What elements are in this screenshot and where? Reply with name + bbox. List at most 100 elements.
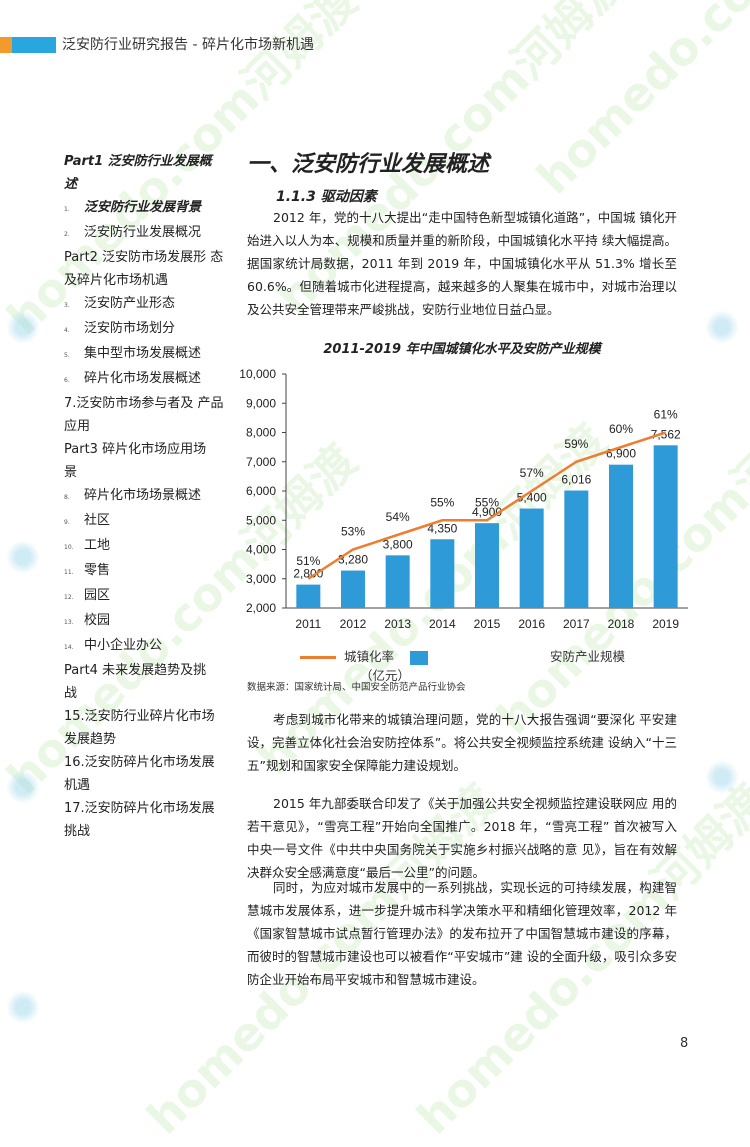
legend-line-label: 城镇化率 bbox=[344, 649, 395, 664]
toc-item[interactable]: 12. 园区 bbox=[64, 584, 224, 609]
toc-item-label: 零售 bbox=[84, 563, 111, 578]
legend-bar-unit: （亿元） bbox=[360, 668, 411, 683]
toc-item-label: 17.泛安防碎片化市场发展挑战 bbox=[64, 801, 215, 839]
toc-item-number: 14. bbox=[64, 644, 74, 651]
toc-item[interactable]: 17.泛安防碎片化市场发展挑战 bbox=[64, 797, 224, 843]
toc-item-number: 6. bbox=[64, 377, 70, 384]
toc-item-label: 工地 bbox=[84, 538, 111, 553]
paragraph: 2015 年九部委联合印发了《关于加强公共安全视频监控建设联网应 用的若干意见》… bbox=[247, 792, 677, 884]
line-value-label: 60% bbox=[609, 422, 633, 436]
flower-logo-icon bbox=[6, 540, 40, 574]
bar-value-label: 7,562 bbox=[651, 427, 681, 441]
toc-item-number: 10. bbox=[64, 544, 74, 551]
line-value-label: 54% bbox=[386, 510, 410, 524]
toc-item-label: 泛安防行业发展背景 bbox=[84, 200, 202, 215]
toc-item[interactable]: 13. 校园 bbox=[64, 609, 224, 634]
toc-item[interactable]: 5. 集中型市场发展概述 bbox=[64, 342, 224, 367]
toc-item[interactable]: 10. 工地 bbox=[64, 534, 224, 559]
line-value-label: 53% bbox=[341, 525, 365, 539]
watermark: homedo.com河姆渡 bbox=[526, 0, 750, 205]
bar-value-label: 2,800 bbox=[293, 567, 323, 581]
toc-item[interactable]: 景 bbox=[64, 461, 224, 484]
toc-item-label: 碎片化市场发展概述 bbox=[84, 371, 202, 386]
toc-item-label: 校园 bbox=[84, 613, 111, 628]
bar bbox=[475, 523, 499, 608]
x-tick-label: 2014 bbox=[429, 617, 456, 631]
toc-item-label: 7.泛安防市场参与者及 产品应用 bbox=[64, 396, 224, 434]
toc-item-label: 泛安防市场划分 bbox=[84, 321, 176, 336]
paragraph-text: 2012 年，党的十八大提出“走中国特色新型城镇化道路”，中国城 镇化开始进入以… bbox=[247, 210, 677, 317]
toc-item-number: 11. bbox=[64, 569, 74, 576]
bar bbox=[519, 508, 544, 608]
toc-item[interactable]: 2. 泛安防行业发展概况 bbox=[64, 221, 224, 246]
urbanization-line bbox=[307, 431, 667, 580]
toc-item-label: 碎片化市场场景概述 bbox=[84, 488, 202, 503]
legend-bar-swatch bbox=[410, 650, 429, 665]
toc-item-label: 战 bbox=[64, 686, 78, 701]
toc-item[interactable]: Part2 泛安防市场发展形 态及碎片化市场机遇 bbox=[64, 246, 224, 292]
y-tick-label: 10,000 bbox=[239, 367, 276, 381]
toc-item-label: 15.泛安防行业碎片化市场发展趋势 bbox=[64, 709, 215, 747]
paragraph: 同时，为应对城市发展中的一系列挑战，实现长远的可持续发展，构建智慧城市发展体系，… bbox=[247, 876, 677, 991]
bar bbox=[296, 584, 321, 608]
toc-item[interactable]: 3. 泛安防产业形态 bbox=[64, 292, 224, 317]
x-tick-label: 2012 bbox=[340, 617, 367, 631]
paragraph-text: 2015 年九部委联合印发了《关于加强公共安全视频监控建设联网应 用的若干意见》… bbox=[247, 796, 677, 880]
bar-value-label: 4,350 bbox=[427, 521, 457, 535]
toc-item[interactable]: Part4 未来发展趋势及挑 bbox=[64, 659, 224, 682]
toc-item[interactable]: 8. 碎片化市场场景概述 bbox=[64, 484, 224, 509]
header-accent-orange bbox=[0, 37, 12, 53]
y-tick-label: 6,000 bbox=[246, 484, 276, 498]
toc-item-number: 12. bbox=[64, 594, 74, 601]
header-title: 泛安防行业研究报告 - 碎片化市场新机遇 bbox=[62, 37, 314, 53]
toc-item[interactable]: Part3 碎片化市场应用场 bbox=[64, 438, 224, 461]
x-tick-label: 2017 bbox=[563, 617, 590, 631]
page-number: 8 bbox=[680, 1036, 689, 1051]
toc-item-number: 9. bbox=[64, 519, 70, 526]
paragraph-text: 考虑到城市化带来的城镇治理问题，党的十八大报告强调“要深化 平安建设，完善立体化… bbox=[247, 712, 677, 773]
toc-item-label: 泛安防行业发展概况 bbox=[84, 225, 202, 240]
toc-item-number: 8. bbox=[64, 494, 70, 501]
line-value-label: 51% bbox=[296, 554, 320, 568]
toc-item[interactable]: 4. 泛安防市场划分 bbox=[64, 317, 224, 342]
y-tick-label: 2,000 bbox=[246, 601, 276, 615]
toc-item[interactable]: 9. 社区 bbox=[64, 509, 224, 534]
line-value-label: 59% bbox=[564, 437, 588, 451]
toc-item-number: 5. bbox=[64, 352, 70, 359]
paragraph-text: 同时，为应对城市发展中的一系列挑战，实现长远的可持续发展，构建智慧城市发展体系，… bbox=[247, 880, 677, 987]
y-tick-label: 9,000 bbox=[246, 396, 276, 410]
toc-item[interactable]: 6. 碎片化市场发展概述 bbox=[64, 367, 224, 392]
data-source: 数据来源：国家统计局、中国安全防范产品行业协会 bbox=[247, 682, 466, 693]
toc-item[interactable]: 7.泛安防市场参与者及 产品应用 bbox=[64, 392, 224, 438]
line-value-label: 55% bbox=[475, 495, 499, 509]
chart-legend: 城镇化率 安防产业规模 （亿元） bbox=[300, 646, 625, 684]
x-tick-label: 2016 bbox=[518, 617, 545, 631]
toc-item[interactable]: 战 bbox=[64, 682, 224, 705]
paragraph: 考虑到城市化带来的城镇治理问题，党的十八大报告强调“要深化 平安建设，完善立体化… bbox=[247, 708, 677, 777]
legend-bar-label: 安防产业规模 bbox=[550, 649, 626, 664]
flower-logo-icon bbox=[705, 760, 739, 794]
x-tick-label: 2015 bbox=[474, 617, 501, 631]
header-accent-blue bbox=[12, 37, 56, 53]
line-value-label: 61% bbox=[654, 408, 678, 422]
toc-item-label: 集中型市场发展概述 bbox=[84, 346, 202, 361]
toc-item[interactable]: 11. 零售 bbox=[64, 559, 224, 584]
toc-item-label: Part2 泛安防市场发展形 态及碎片化市场机遇 bbox=[64, 250, 224, 288]
toc-item[interactable]: 16.泛安防碎片化市场发展机遇 bbox=[64, 751, 224, 797]
toc-item[interactable]: 14. 中小企业办公 bbox=[64, 634, 224, 659]
flower-logo-icon bbox=[6, 310, 40, 344]
toc-item-number: 1. bbox=[64, 206, 70, 213]
bar bbox=[430, 539, 455, 608]
subsection-title: 1.1.3 驱动因素 bbox=[276, 189, 377, 205]
section-title: 一、泛安防行业发展概述 bbox=[247, 152, 490, 177]
toc-item[interactable]: 15.泛安防行业碎片化市场发展趋势 bbox=[64, 705, 224, 751]
line-value-label: 57% bbox=[520, 466, 544, 480]
toc-item[interactable]: 1. 泛安防行业发展背景 bbox=[64, 196, 224, 221]
x-tick-label: 2019 bbox=[652, 617, 679, 631]
toc-item[interactable]: Part1 泛安防行业发展概 述 bbox=[64, 150, 224, 196]
bar-value-label: 6,900 bbox=[606, 447, 636, 461]
y-tick-label: 7,000 bbox=[246, 455, 276, 469]
paragraph: 2012 年，党的十八大提出“走中国特色新型城镇化道路”，中国城 镇化开始进入以… bbox=[247, 206, 677, 321]
table-of-contents: Part1 泛安防行业发展概 述 1. 泛安防行业发展背景 2. 泛安防行业发展概况 Pa… bbox=[64, 150, 224, 843]
toc-item-label: Part3 碎片化市场应用场 bbox=[64, 442, 207, 457]
